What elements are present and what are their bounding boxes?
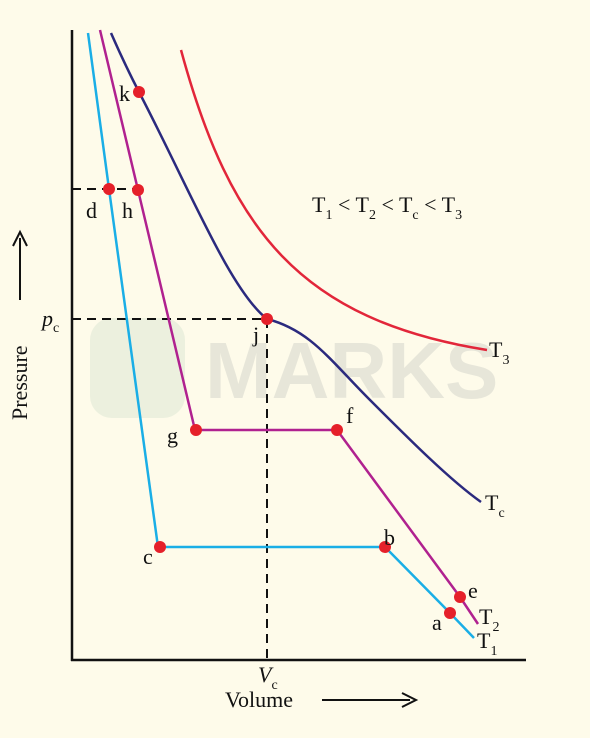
watermark-logo (90, 318, 185, 418)
point-label: g (167, 423, 178, 448)
point (454, 591, 466, 603)
condition: T1 < T2 < Tc < T3 (312, 192, 462, 224)
point (132, 184, 144, 196)
point (444, 607, 456, 619)
vc-label: Vc (258, 662, 278, 693)
point-label: d (86, 198, 97, 223)
point (379, 541, 391, 553)
curve-label: T3 (489, 337, 509, 368)
y-arrow-head (12, 229, 28, 247)
point (331, 424, 343, 436)
point-label: h (122, 198, 133, 223)
point (103, 183, 115, 195)
y-axis-title: Pressure (7, 345, 32, 420)
point (190, 424, 202, 436)
point (154, 541, 166, 553)
isotherm-t3 (179, 49, 488, 352)
point-label: b (384, 525, 395, 550)
point-label: c (143, 544, 153, 569)
watermark: MARKS (205, 326, 498, 415)
point-label: e (468, 578, 478, 603)
point (133, 86, 145, 98)
point-label: f (346, 403, 354, 428)
point (261, 313, 273, 325)
point-label: k (119, 81, 130, 106)
point-label: j (252, 322, 259, 347)
pc-label: pc (40, 306, 59, 336)
curve-label: T2 (479, 604, 499, 635)
point-label: a (432, 610, 442, 635)
x-arrow-head (401, 692, 419, 708)
x-axis-title: Volume (225, 687, 293, 712)
curve-label: T1 (477, 628, 497, 659)
curve-label: Tc (485, 490, 505, 521)
